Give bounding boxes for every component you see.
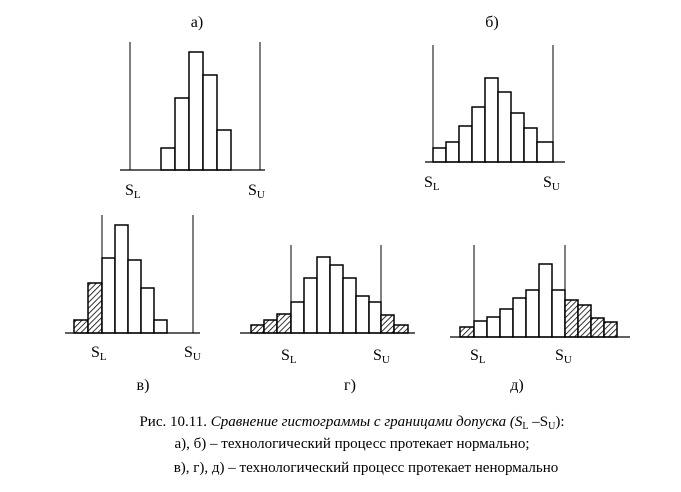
limit-subscript: L (433, 181, 440, 193)
limit-symbol: S (184, 344, 193, 361)
bar (564, 299, 579, 338)
bar (523, 127, 538, 163)
bar (497, 91, 512, 163)
bar (603, 321, 618, 338)
caption-sub: U (548, 421, 556, 432)
bar (577, 304, 592, 338)
panel-label: б) (485, 14, 498, 31)
bar (160, 147, 176, 171)
limit-subscript: U (552, 181, 560, 193)
bar (153, 319, 168, 334)
bar (393, 324, 409, 334)
bar (263, 319, 278, 334)
bar (101, 257, 116, 334)
bar (303, 277, 318, 334)
limit-subscript: U (382, 354, 390, 366)
bar (538, 263, 553, 338)
caption-line: а), б) – технологический процесс протека… (175, 436, 530, 452)
bar (525, 289, 540, 338)
caption-sub: L (522, 421, 528, 432)
limit-symbol: S (543, 174, 552, 191)
caption-line: в), г), д) – технологический процесс про… (174, 460, 559, 476)
bar (432, 147, 447, 163)
histograms: а)SL SUб)SL SUв)SL SUг)SL SUд)SL SU (65, 14, 630, 394)
panel-label: г) (344, 377, 356, 394)
limit-subscript: L (134, 189, 141, 201)
histogram-panel: д)SL SU (450, 245, 630, 394)
limit-label: SL (125, 182, 141, 201)
limit-symbol: S (281, 347, 290, 364)
bar (216, 129, 232, 171)
limit-label: SL (470, 347, 486, 366)
bar (140, 287, 155, 334)
bar (458, 125, 473, 163)
limit-symbol: S (91, 344, 100, 361)
bar (174, 97, 190, 171)
bar (512, 297, 527, 338)
histogram-panel: г)SL SU (240, 245, 415, 394)
limit-label: SL (281, 347, 297, 366)
bar (484, 77, 499, 163)
limit-symbol: S (248, 182, 257, 199)
caption-line: Рис. 10.11. Сравнение гистограммы с гран… (139, 414, 564, 432)
bar (510, 112, 525, 163)
caption-part: –S (529, 414, 549, 430)
histogram-panel: а)SL SU (120, 14, 265, 201)
caption-part: Рис. 10.11. (139, 414, 210, 430)
limit-symbol: S (555, 347, 564, 364)
caption-part: Сравнение гистограммы с границами допуск… (211, 414, 523, 430)
caption-part: ): (555, 414, 564, 430)
bar (380, 314, 395, 334)
limit-label: SU (373, 347, 390, 366)
panel-label: д) (510, 377, 523, 394)
limit-subscript: U (257, 189, 265, 201)
panel-label: а) (191, 14, 203, 31)
bar (202, 74, 218, 171)
bar (316, 256, 331, 334)
bar (536, 141, 554, 163)
bar (276, 313, 292, 334)
limit-label: SL (91, 344, 107, 363)
histogram-panel: в)SL SU (65, 215, 201, 394)
histogram-panel: б)SL SU (424, 14, 565, 193)
limit-subscript: L (100, 351, 107, 363)
limit-subscript: L (479, 354, 486, 366)
bar (445, 141, 460, 163)
bar (329, 264, 344, 334)
bar (471, 106, 486, 163)
bar (368, 301, 382, 334)
bar (290, 301, 305, 334)
bar (342, 277, 357, 334)
limit-symbol: S (373, 347, 382, 364)
limit-subscript: L (290, 354, 297, 366)
bar (73, 319, 89, 334)
bar (486, 316, 501, 338)
bar (114, 224, 129, 334)
limit-label: SU (248, 182, 265, 201)
bar (87, 282, 103, 334)
bar (250, 324, 265, 334)
bar (590, 317, 605, 338)
limit-subscript: U (193, 351, 201, 363)
limit-label: SU (555, 347, 572, 366)
limit-label: SU (184, 344, 201, 363)
limit-label: SL (424, 174, 440, 193)
panel-label: в) (137, 377, 150, 394)
bar (127, 259, 142, 334)
limit-symbol: S (424, 174, 433, 191)
bar (459, 326, 475, 338)
limit-symbol: S (470, 347, 479, 364)
limit-subscript: U (564, 354, 572, 366)
limit-symbol: S (125, 182, 134, 199)
bar (188, 51, 204, 171)
limit-label: SU (543, 174, 560, 193)
bar (551, 289, 566, 338)
bar (473, 320, 488, 338)
bar (355, 295, 370, 334)
bar (499, 308, 514, 338)
